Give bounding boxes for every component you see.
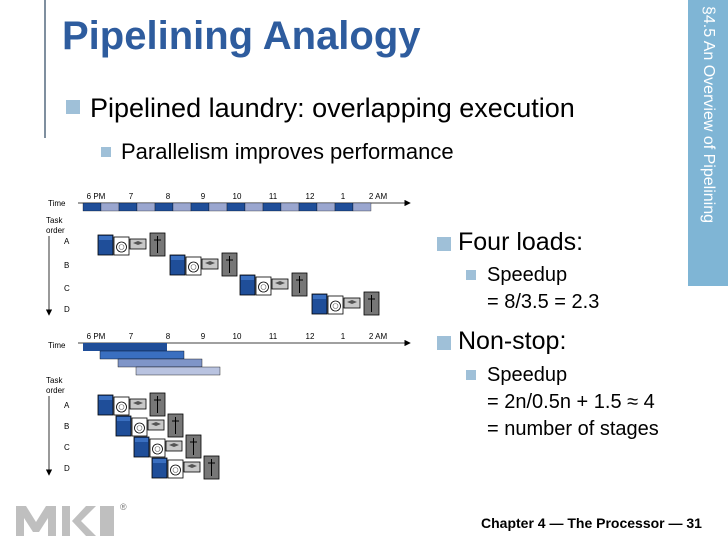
timeline-segment [82,202,102,212]
bullet-square-icon [466,370,476,380]
time-label: Time [48,199,66,208]
slide-footer: Chapter 4 — The Processor — 31 [481,515,702,531]
timeline-segment [154,202,174,212]
task-label-c: C [64,443,70,452]
timeline-segment [226,202,246,212]
time-tick-label: 10 [233,192,242,201]
timeline-segment [118,202,138,212]
sequential-diagram: Time 6 PM 7 8 9 10 11 12 1 2 AM Task order A B C… [45,192,411,316]
timeline-segment [334,202,354,212]
task-label-b: B [64,261,69,270]
timeline-segment [136,202,156,212]
registered-mark: ® [120,502,127,512]
timeline-segment [262,202,282,212]
time-tick-label: 12 [306,192,315,201]
timeline-segment [316,202,336,212]
bullet-square-icon [66,100,80,114]
time-tick-label: 12 [306,332,315,341]
task-order-label: order [46,386,65,395]
time-tick-label: 1 [341,332,346,341]
time-tick-label: 9 [201,192,206,201]
time-ticks-bottom: 6 PM 7 8 9 10 11 12 1 2 AM [87,332,388,341]
task-label-d: D [64,464,70,473]
task-label-d: D [64,305,70,314]
task-label-a: A [64,401,70,410]
task-order-label: Task [46,376,63,385]
section-sidebar: §4.5 An Overview of Pipelining [688,0,728,286]
task-order-label: order [46,226,65,235]
time-tick-label: 11 [269,332,278,341]
timeline-segment [172,202,192,212]
time-tick-label: 8 [166,332,171,341]
slide-title: Pipelining Analogy [62,14,421,58]
laundry-pipeline-diagram: Time 6 PM 7 8 9 10 11 12 1 2 AM Task order A B C… [45,192,411,480]
time-tick-label: 10 [233,332,242,341]
time-tick-label: 2 AM [369,332,388,341]
laundry-set-c [239,272,308,297]
bullet-non-stop: Non-stop: [458,327,567,355]
time-ticks-top: 6 PM 7 8 9 10 11 12 1 2 AM [87,192,388,201]
speedup1-label: Speedup [487,264,568,286]
bullet-square-icon [466,270,476,280]
pipelined-diagram: Time 6 PM 7 8 9 10 11 12 1 2 AM Task order A B C… [45,332,411,480]
section-label: §4.5 An Overview of Pipelining [700,6,717,224]
speedup2-formula: = 2n/0.5n + 1.5 ≈ 4 [487,391,655,413]
time-label: Time [48,341,66,350]
bullet-square-icon [437,336,451,350]
laundry-set-d [311,291,380,316]
task-order-label: Task [46,216,63,225]
task-label-b: B [64,422,69,431]
speedup2-label: Speedup [487,364,568,386]
time-tick-label: 8 [166,192,171,201]
timeline-segment [244,202,264,212]
bullet-main: Pipelined laundry: overlapping execution [90,93,575,123]
time-tick-label: 6 PM [87,192,106,201]
laundry-set-c [133,434,202,459]
laundry-set-a [97,392,166,417]
time-tick-label: 9 [201,332,206,341]
laundry-set-b [169,252,238,277]
timeline-segment [298,202,318,212]
timeline-segment [190,202,210,212]
task-label-a: A [64,237,70,246]
timeline-bar-top [82,202,372,212]
timeline-segment [352,202,372,212]
laundry-set-d [151,455,220,480]
laundry-set-b [115,413,184,438]
speedup2-note: = number of stages [487,418,659,440]
time-tick-label: 11 [269,192,278,201]
bullet-square-icon [437,237,451,251]
time-tick-label: 7 [129,192,134,201]
left-rule [44,0,46,138]
bullet-sub: Parallelism improves performance [121,139,454,164]
laundry-set-a [97,232,166,257]
time-tick-label: 7 [129,332,134,341]
timeline-segment [280,202,300,212]
time-tick-label: 6 PM [87,332,106,341]
bullet-square-icon [101,147,111,157]
task-label-c: C [64,284,70,293]
mk-logo: ® [16,502,127,536]
bullet-four-loads: Four loads: [458,228,584,256]
time-tick-label: 2 AM [369,192,388,201]
timeline-segment [100,202,120,212]
speedup1-formula: = 8/3.5 = 2.3 [487,291,600,313]
time-tick-label: 1 [341,192,346,201]
timeline-segment [208,202,228,212]
